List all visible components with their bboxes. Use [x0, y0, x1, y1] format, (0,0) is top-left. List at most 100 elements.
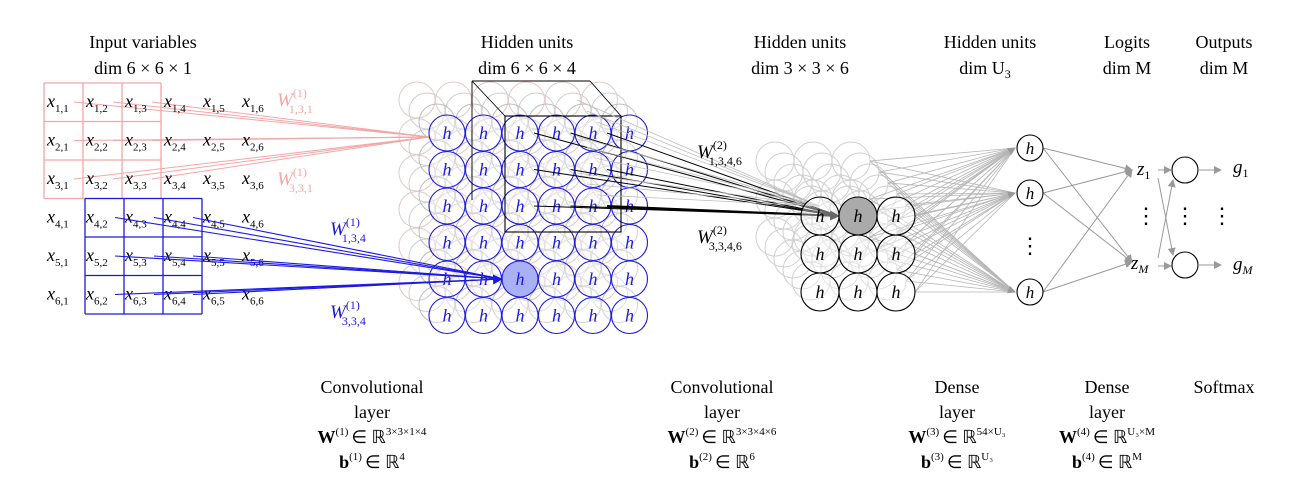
conv1-filter-connections-pink	[73, 101, 430, 180]
blue-connection	[192, 255, 503, 280]
dense4-connection	[1042, 167, 1133, 194]
hidden1-unit	[610, 296, 649, 335]
hidden1-back-unit	[581, 264, 618, 301]
hidden2-back-unit	[755, 217, 795, 257]
conv2-back-connection	[576, 99, 820, 207]
dense3-connection	[869, 160, 1016, 194]
weight-label-w1-131: W(1) 1,3,1	[277, 86, 313, 116]
hidden1-unit-label: h	[552, 196, 561, 216]
caption-conv2: Convolutional layer W(2) ∈ ℝ3×3×4×6 b(2) ∈…	[668, 377, 777, 472]
dense3-connection	[914, 215, 1016, 293]
header-outputs: Outputs dim M	[1195, 32, 1252, 78]
logit-zM: zM	[1130, 253, 1149, 276]
input-cell: x3,3	[124, 168, 147, 192]
conv2-connection	[606, 205, 840, 221]
hidden1-unit-label: h	[625, 160, 634, 180]
hidden1-unit-label: h	[443, 269, 452, 289]
input-cell: x6,6	[241, 284, 264, 308]
pink-connection	[151, 136, 430, 180]
hidden2-layer: h h hh h hh h h	[800, 196, 916, 312]
input-cell: x2,6	[241, 130, 264, 154]
dense3-connection	[905, 280, 1016, 293]
dense3-connection	[887, 192, 1016, 260]
dense3-connection	[869, 147, 1016, 200]
conv2-back-connection	[576, 136, 820, 207]
softmax-output-unit	[1171, 251, 1199, 279]
caption-dense3-line2: layer	[939, 402, 975, 422]
hidden1-unit-label: h	[552, 233, 561, 253]
hidden1-back-unit	[398, 81, 436, 119]
input-cell: x6,3	[124, 284, 147, 308]
header-logits-line1: Logits	[1104, 32, 1150, 52]
header-outputs-line1: Outputs	[1195, 32, 1252, 52]
dense4-connection	[1042, 192, 1133, 263]
input-cell: x1,6	[241, 91, 264, 115]
hidden1-unit-label: h	[479, 160, 488, 180]
input-cell: x3,6	[241, 168, 264, 192]
conv2-back-connection	[576, 172, 820, 207]
logits-ellipsis: ⋮	[1135, 203, 1157, 228]
hidden1-unit-label: h	[443, 196, 452, 216]
conv2-filter-connections	[533, 99, 840, 221]
dense3-connection	[878, 192, 1016, 211]
caption-dense3-weights: W(3) ∈ ℝ54×U₃	[908, 426, 1005, 447]
caption-softmax: Softmax	[1194, 377, 1255, 397]
outputs-ellipsis: ⋮	[1174, 203, 1196, 228]
dense3-connection	[878, 147, 1016, 249]
input-cell: x1,5	[202, 91, 225, 115]
caption-conv1-weights: W(1) ∈ ℝ3×3×1×4	[318, 426, 427, 447]
pink-connection	[151, 101, 430, 138]
blue-connection	[192, 274, 503, 296]
hidden1-unit-label: h	[443, 233, 452, 253]
dense-connections	[869, 147, 1133, 294]
header-input-line2: dim 6 × 6 × 1	[94, 58, 192, 78]
header-hidden3-line1: Hidden units	[944, 32, 1037, 52]
header-hidden3: Hidden units dim U3	[944, 32, 1037, 81]
input-cell: x5,3	[124, 245, 147, 269]
hidden3-unit-label: h	[1026, 139, 1035, 158]
weight-label-w1-134: W(1) 1,3,4	[330, 215, 366, 245]
header-logits: Logits dim M	[1103, 32, 1152, 78]
dense3-connection	[905, 147, 1016, 282]
hidden1-unit-label: h	[479, 269, 488, 289]
hidden1-unit-label: h	[589, 233, 598, 253]
dense3-connection	[896, 192, 1016, 195]
hidden1-unit-label: h	[479, 306, 488, 326]
blue-connection	[192, 216, 503, 280]
dense3-connection	[887, 258, 1016, 293]
input-cell: x1,2	[85, 91, 108, 115]
hidden1-unit-label: h	[552, 123, 561, 143]
input-cell: x1,3	[124, 91, 147, 115]
hidden2-unit-label: h	[816, 206, 825, 226]
input-cell: x6,1	[46, 284, 69, 308]
input-cell: x1,1	[46, 91, 69, 115]
dense3-connection	[878, 192, 1016, 249]
output-gM: gM	[1233, 254, 1254, 277]
header-hidden1-line2: dim 6 × 6 × 4	[478, 58, 576, 78]
hidden3-unit	[1016, 134, 1044, 162]
caption-softmax-line1: Softmax	[1194, 377, 1255, 397]
output-g1: g1	[1233, 157, 1249, 180]
hidden2-unit-label: h	[816, 244, 825, 264]
hidden1-unit-label: h	[516, 196, 525, 216]
hidden2-unit-label: h	[892, 206, 901, 226]
dense3-connection	[905, 242, 1016, 293]
conv2-back-connection	[596, 121, 820, 207]
dense3-connection	[896, 193, 1016, 293]
hidden1-unit-label: h	[516, 123, 525, 143]
hidden1-unit-label: h	[443, 306, 452, 326]
caption-dense4-line2: layer	[1089, 402, 1125, 422]
header-hidden2-line1: Hidden units	[754, 32, 847, 52]
dense4-connection	[1042, 169, 1133, 293]
dense3-connection	[887, 147, 1016, 222]
dense3-connection	[869, 198, 1016, 293]
header-outputs-line2: dim M	[1200, 58, 1249, 78]
dense3-connection	[869, 236, 1016, 294]
hidden2-back-unit	[755, 141, 795, 181]
dense3-connection	[869, 160, 1016, 293]
input-cell: x6,4	[163, 284, 186, 308]
hidden2-unit-label: h	[816, 282, 825, 302]
dense3-connection	[878, 171, 1016, 194]
input-cell: x4,6	[241, 207, 264, 231]
input-grid: x1,1 x1,2 x1,3 x1,4 x1,5 x1,6 x2,1 x2,2 x2,3 x2,4…	[43, 82, 264, 315]
